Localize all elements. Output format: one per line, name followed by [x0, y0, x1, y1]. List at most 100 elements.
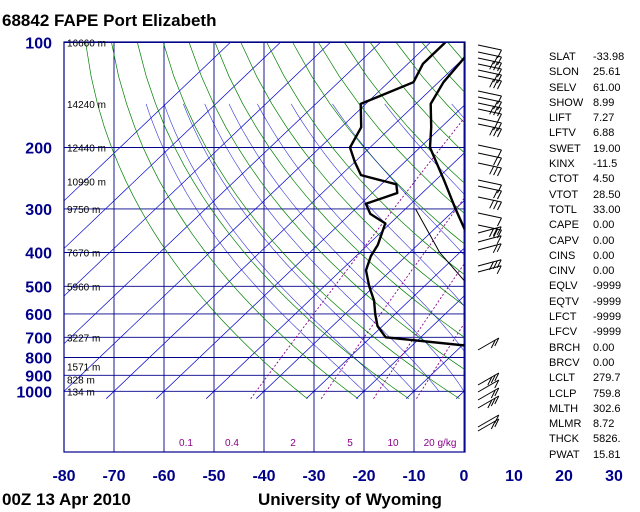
wind-barb-icon: [477, 90, 502, 105]
dry-adiabat-line: [85, 42, 308, 399]
plot-frame: [63, 41, 466, 453]
index-value: 25.61: [593, 66, 621, 79]
y-tick-label: 800: [25, 350, 52, 367]
index-value: 279.7: [593, 372, 621, 385]
index-value: 0.00: [593, 356, 615, 369]
x-tick-label: 0: [460, 468, 469, 485]
wind-barb-icon: [477, 75, 502, 90]
y-tick-label: 200: [25, 140, 52, 157]
index-name: TOTL: [549, 203, 577, 216]
index-row: PWAT 15.81: [549, 448, 633, 463]
index-row: BRCH 0.00: [549, 341, 633, 356]
mixing-ratio-label: 0.4: [225, 438, 239, 449]
dry-adiabat-line: [292, 42, 465, 245]
isotherm-line: [155, 104, 465, 399]
height-label: 16660 m: [67, 39, 106, 50]
index-row: LCLP 759.8: [549, 387, 633, 402]
index-value: -9999: [593, 311, 622, 324]
index-name: CINS: [549, 249, 576, 262]
moist-adiabat-line: [228, 103, 465, 392]
index-value: 0.00: [593, 234, 615, 247]
y-tick-label: 100: [25, 36, 52, 53]
moist-adiabat-line: [384, 103, 465, 196]
index-value: 33.00: [593, 203, 621, 216]
wind-barb-icon: [477, 185, 502, 200]
index-name: EQTV: [549, 295, 579, 308]
index-name: CAPV: [549, 234, 579, 247]
dewpoint-profile: [348, 42, 465, 347]
index-name: CINV: [549, 265, 576, 278]
wind-barb-icon: [477, 63, 502, 78]
wind-barb-icon: [477, 395, 500, 409]
isotherm-line: [64, 42, 231, 202]
wind-barb-icon: [477, 259, 502, 271]
dry-adiabat-line: [240, 42, 465, 307]
index-row: SLON 25.61: [549, 65, 633, 80]
x-tick-label: -50: [202, 468, 225, 485]
wind-barb-icon: [477, 57, 502, 72]
height-label: 10990 m: [67, 177, 106, 188]
index-name: BRCV: [549, 356, 580, 369]
height-label: 828 m: [67, 375, 95, 386]
index-name: BRCH: [549, 341, 581, 354]
height-label: 1571 m: [67, 363, 100, 374]
wind-barb-icon: [477, 243, 502, 254]
stability-indices-table: SLAT -33.98 SLON 25.61 SELV 61.00 SHOW 8.99 LIFT…: [549, 50, 633, 463]
isotherm-line: [105, 56, 465, 399]
x-tick-label: -70: [102, 468, 125, 485]
wind-barb-icon: [477, 117, 502, 132]
index-name: VTOT: [549, 188, 579, 201]
index-row: CINS 0.00: [549, 249, 633, 264]
index-value: 0.00: [593, 341, 615, 354]
index-name: PWAT: [549, 448, 580, 461]
isotherm-line: [355, 294, 465, 399]
index-value: 7.27: [593, 112, 615, 125]
temperature-profile: [428, 42, 465, 233]
isotherm-line: [64, 42, 281, 249]
index-name: CTOT: [549, 173, 579, 186]
index-row: VTOT 28.50: [549, 188, 633, 203]
index-name: LFCV: [549, 326, 578, 339]
index-row: SWET 19.00: [549, 142, 633, 157]
isotherm-line: [305, 247, 465, 399]
index-name: SELV: [549, 81, 577, 94]
index-name: THCK: [549, 433, 579, 446]
isotherm-line: [255, 199, 465, 399]
index-row: TOTL 33.00: [549, 203, 633, 218]
index-name: KINX: [549, 158, 575, 171]
moist-adiabat-line: [163, 103, 390, 392]
mixing-ratio-label: 20 g/kg: [424, 438, 457, 449]
index-row: LFCT -9999: [549, 310, 633, 325]
index-value: 15.81: [593, 448, 621, 461]
index-row: CAPE 0.00: [549, 218, 633, 233]
dry-adiabat-line: [137, 42, 410, 399]
observation-datetime: 00Z 13 Apr 2010: [2, 490, 131, 509]
index-name: LCLP: [549, 387, 577, 400]
index-name: SHOW: [549, 96, 584, 109]
wind-barb-icon: [477, 379, 500, 393]
wind-barb-icon: [477, 235, 502, 245]
index-row: SHOW 8.99: [549, 96, 633, 111]
index-row: EQTV -9999: [549, 295, 633, 310]
isotherm-line: [205, 151, 465, 399]
height-label: 5960 m: [67, 282, 100, 293]
index-row: MLTH 302.6: [549, 402, 633, 417]
height-label: 9750 m: [67, 205, 100, 216]
height-label: 7670 m: [67, 248, 100, 259]
dry-adiabat-line: [214, 42, 465, 339]
index-value: 302.6: [593, 402, 621, 415]
y-tick-label: 1000: [16, 384, 52, 401]
isotherm-line: [64, 42, 431, 392]
index-name: LCLT: [549, 372, 576, 385]
moist-adiabat-line: [145, 103, 365, 392]
y-tick-label: 600: [25, 307, 52, 324]
y-tick-label: 900: [25, 368, 52, 385]
y-tick-label: 500: [25, 279, 52, 296]
index-name: SWET: [549, 142, 581, 155]
x-tick-label: -80: [52, 468, 75, 485]
index-row: SLAT -33.98: [549, 50, 633, 65]
wind-barb-icon: [477, 418, 500, 432]
index-value: 8.99: [593, 96, 615, 109]
index-row: CTOT 4.50: [549, 172, 633, 187]
